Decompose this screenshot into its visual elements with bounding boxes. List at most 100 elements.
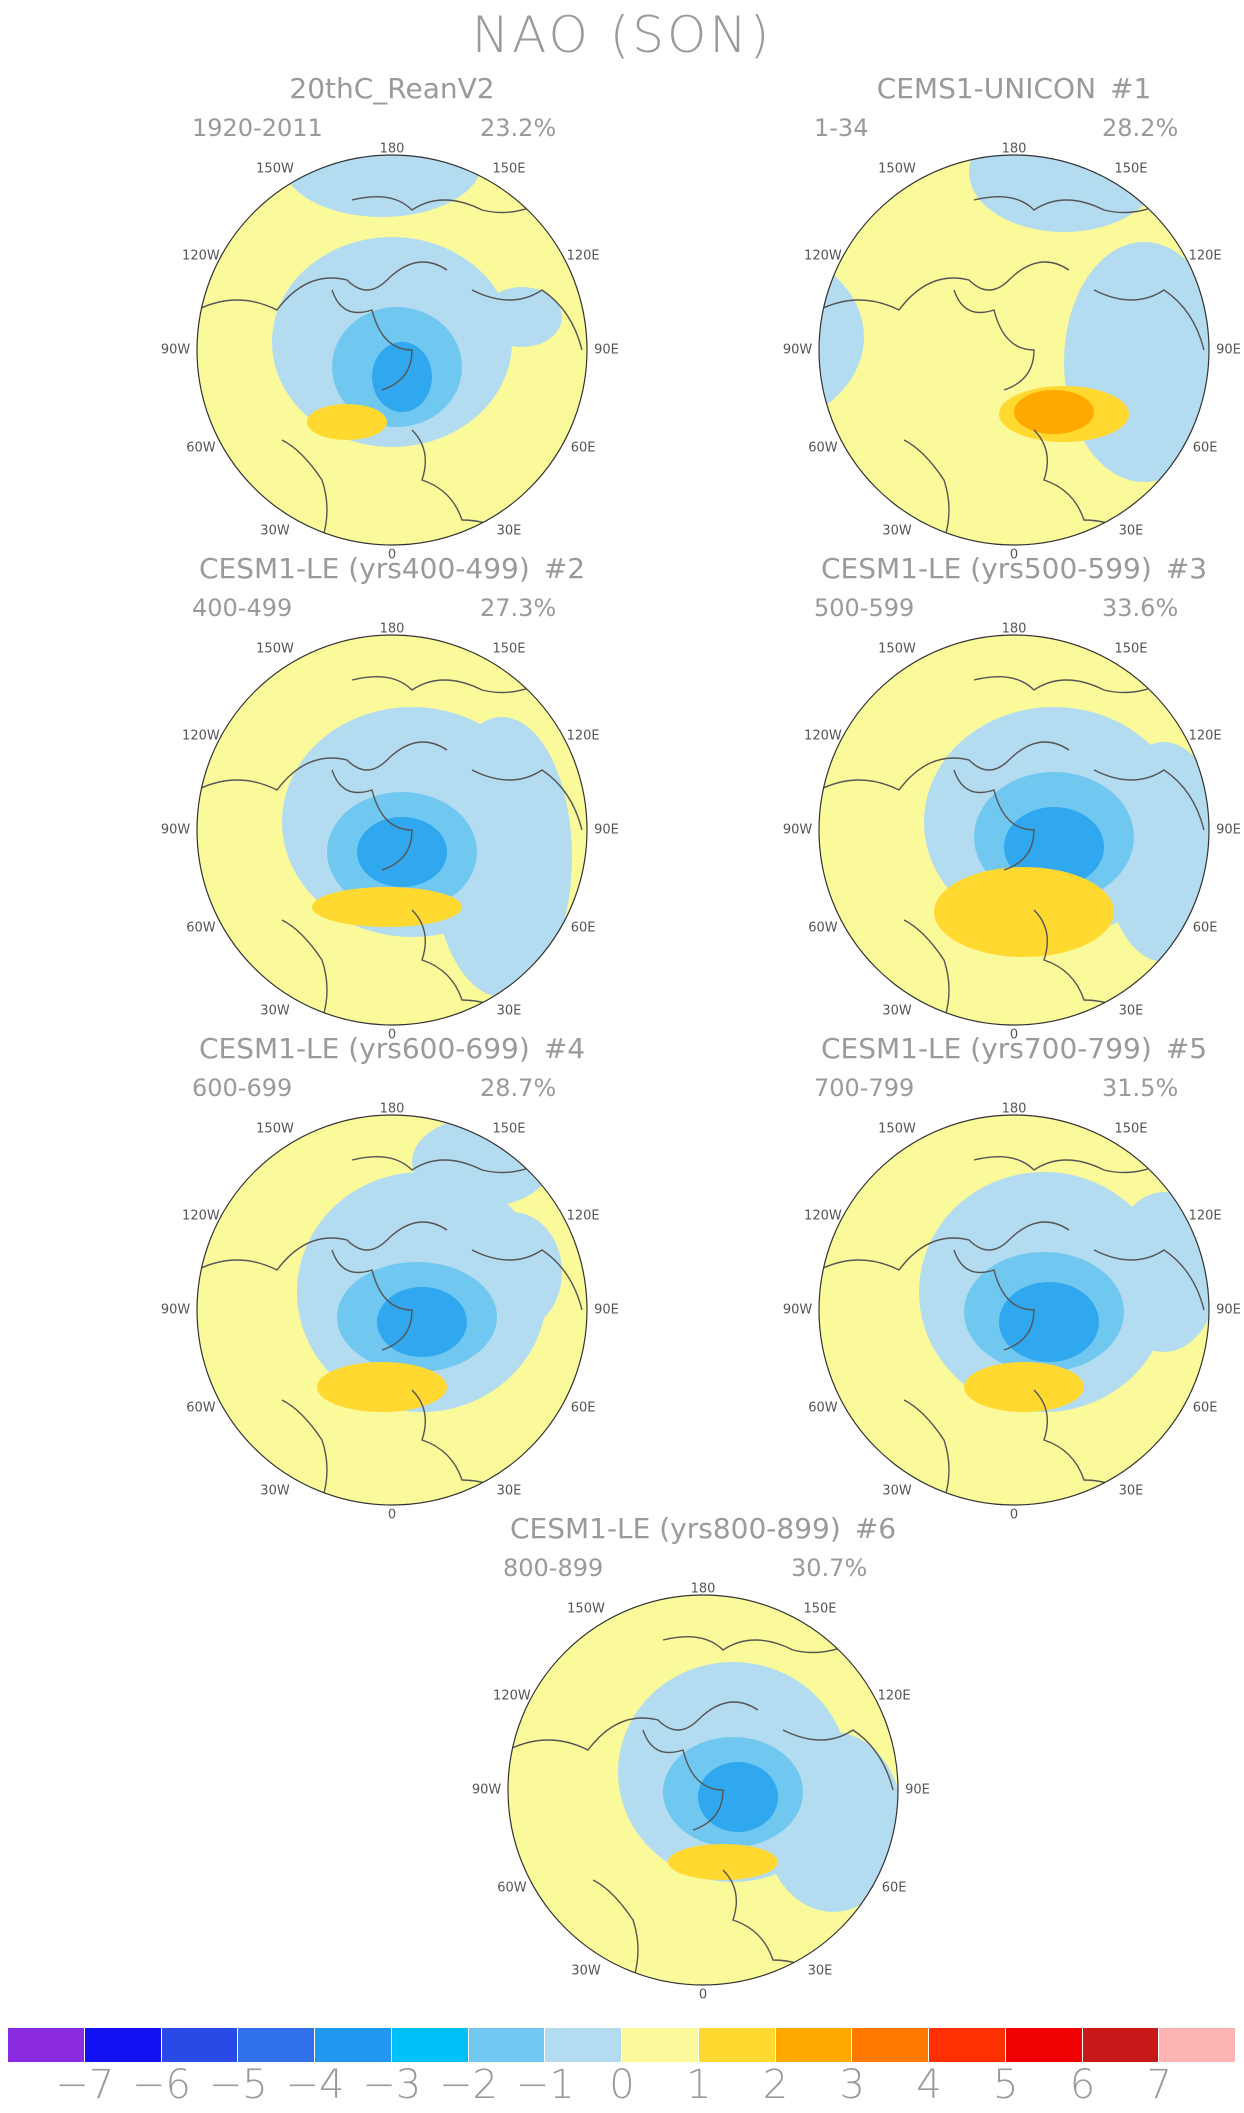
longitude-label: 120E	[566, 1208, 600, 1224]
colorbar-tick-label: 1	[686, 2062, 712, 2108]
longitude-label: 90E	[594, 1302, 619, 1318]
longitude-label: 120W	[493, 1688, 531, 1704]
longitude-label: 30W	[260, 1003, 290, 1019]
globe-outline	[818, 1114, 1210, 1506]
colorbar-swatch	[238, 2028, 315, 2062]
colorbar-tick-label: 7	[1146, 2062, 1172, 2108]
longitude-label: 90W	[782, 342, 813, 358]
panel-name: CESM1-LE (yrs700-799)	[820, 1032, 1152, 1065]
colorbar-ticks: −7 −6 −5 −4 −3 −2 −1 0 1 2 3 4 5 6 7	[8, 2062, 1236, 2112]
anomaly-neg-weak	[282, 155, 482, 217]
panel-name: CESM1-LE (yrs400-499)	[198, 552, 530, 585]
longitude-label: 30E	[807, 1963, 833, 1979]
longitude-label: 150E	[492, 641, 526, 657]
map-panel-7: CESM1-LE (yrs800-899) #6 800-899 30.7% 180 0 9…	[311, 1512, 931, 2002]
longitude-label: 150W	[567, 1601, 605, 1617]
longitude-label: 30W	[260, 523, 290, 539]
longitude-label: 120E	[1188, 248, 1222, 264]
longitude-label: 150E	[492, 161, 526, 177]
coastline	[197, 669, 583, 1025]
panel-period: 400-499	[192, 594, 293, 622]
colorbar-tick-label: −5	[208, 2062, 268, 2108]
longitude-label: 90W	[160, 822, 191, 838]
panel-number: #3	[1165, 552, 1208, 585]
explained-variance: 31.5%	[1102, 1074, 1179, 1102]
longitude-label: 30E	[1118, 1483, 1144, 1499]
anomaly-neg-weak	[1044, 585, 1124, 629]
panel-number: #1	[1110, 72, 1152, 105]
anomaly-pos-1	[312, 887, 462, 927]
longitude-label: 60E	[1192, 440, 1218, 455]
polar-map	[196, 1114, 588, 1506]
longitude-label: 60E	[1192, 920, 1218, 935]
anomaly-pos-1	[317, 1362, 447, 1412]
longitude-label: 30W	[882, 523, 912, 539]
longitude-label: 30E	[496, 523, 522, 539]
coastline	[508, 1629, 894, 1985]
longitude-label: 150E	[803, 1601, 837, 1617]
longitude-label: 180	[1001, 141, 1027, 157]
longitude-label: 150W	[256, 1121, 294, 1137]
explained-variance: 27.3%	[480, 594, 557, 622]
colorbar-swatch	[84, 2028, 162, 2062]
longitude-label: 180	[690, 1581, 716, 1597]
longitude-label: 90E	[594, 822, 619, 838]
longitude-label: 120W	[804, 1208, 842, 1224]
longitude-label: 90E	[905, 1782, 930, 1798]
longitude-label: 60W	[186, 440, 216, 455]
longitude-label: 60E	[570, 440, 596, 455]
globe-outline	[507, 1594, 899, 1986]
longitude-label: 180	[379, 141, 405, 157]
panel-number: #6	[854, 1512, 897, 1545]
longitude-label: 120W	[182, 248, 220, 264]
polar-map	[196, 154, 588, 546]
colorbar-tick-label: −2	[439, 2062, 498, 2108]
longitude-label: 60W	[186, 1400, 216, 1415]
colorbar-tick-label: −1	[515, 2062, 575, 2108]
colorbar-swatch	[1082, 2028, 1160, 2062]
colorbar-tick-label: 3	[839, 2062, 865, 2108]
colorbar-swatch	[775, 2028, 853, 2062]
longitude-label: 150E	[492, 1121, 526, 1137]
colorbar-swatch	[545, 2028, 622, 2062]
longitude-label: 30E	[496, 1483, 522, 1499]
anomaly-pos-1	[934, 867, 1114, 957]
longitude-label: 90W	[160, 1302, 191, 1318]
colorbar-tick-label: −7	[55, 2062, 115, 2108]
longitude-label: 0	[1009, 1507, 1019, 1523]
longitude-label: 0	[1009, 547, 1019, 563]
polar-map	[196, 634, 588, 1026]
anomaly-neg-3	[357, 817, 447, 887]
panel-number: #2	[543, 552, 586, 585]
longitude-label: 60E	[570, 1400, 596, 1415]
polar-map	[818, 1114, 1210, 1506]
longitude-label: 60E	[570, 920, 596, 935]
longitude-label: 120W	[804, 248, 842, 264]
colorbar-swatch	[1159, 2028, 1236, 2062]
map-panel-6: CESM1-LE (yrs700-799) #5 700-799 31.5% 180 0 9…	[622, 1032, 1242, 1522]
map-panel-3: CESM1-LE (yrs400-499) #2 400-499 27.3% 180 0 9…	[0, 552, 620, 1042]
panel-period: 800-899	[503, 1554, 604, 1582]
explained-variance: 23.2%	[480, 114, 557, 142]
colorbar-tick-label: 5	[993, 2062, 1019, 2108]
longitude-label: 30E	[496, 1003, 522, 1019]
map-panel-1: 20thC_ReanV2 1920-2011 23.2% 180 0 90W 90E 150W…	[0, 72, 620, 562]
longitude-label: 150W	[256, 161, 294, 177]
colorbar-swatch	[698, 2028, 776, 2062]
longitude-label: 30W	[882, 1483, 912, 1499]
anomaly-neg-3	[1004, 807, 1104, 887]
colorbar-tick-label: −3	[362, 2062, 422, 2108]
explained-variance: 28.2%	[1102, 114, 1179, 142]
panel-period: 1-34	[814, 114, 869, 142]
panel-title: CEMS1-UNICON #1	[704, 72, 1244, 105]
longitude-label: 150W	[878, 641, 916, 657]
longitude-label: 60W	[497, 1880, 527, 1895]
colorbar-tick-label: −4	[285, 2062, 345, 2108]
polar-map	[507, 1594, 899, 1986]
colorbar-tick-label: 2	[762, 2062, 789, 2108]
longitude-label: 120E	[1188, 1208, 1222, 1224]
longitude-label: 0	[698, 1987, 708, 2003]
longitude-label: 0	[387, 1027, 397, 1043]
longitude-label: 150E	[1114, 641, 1148, 657]
explained-variance: 30.7%	[791, 1554, 868, 1582]
